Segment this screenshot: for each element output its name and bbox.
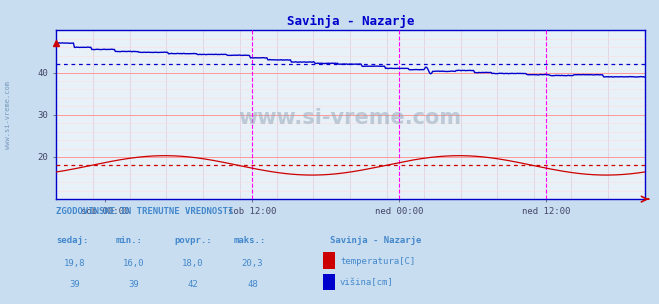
- Text: povpr.:: povpr.:: [175, 236, 212, 245]
- Text: 16,0: 16,0: [123, 259, 144, 268]
- Text: Savinja - Nazarje: Savinja - Nazarje: [330, 236, 421, 245]
- Text: 19,8: 19,8: [64, 259, 85, 268]
- Title: Savinja - Nazarje: Savinja - Nazarje: [287, 15, 414, 28]
- Text: sedaj:: sedaj:: [56, 236, 88, 245]
- Text: 39: 39: [69, 280, 80, 289]
- Text: temperatura[C]: temperatura[C]: [340, 257, 415, 266]
- Text: 20,3: 20,3: [242, 259, 263, 268]
- Text: 42: 42: [188, 280, 198, 289]
- Text: ZGODOVINSKE IN TRENUTNE VREDNOSTI: ZGODOVINSKE IN TRENUTNE VREDNOSTI: [56, 207, 233, 216]
- Text: maks.:: maks.:: [234, 236, 266, 245]
- Text: www.si-vreme.com: www.si-vreme.com: [5, 81, 11, 149]
- Text: 39: 39: [129, 280, 139, 289]
- Text: www.si-vreme.com: www.si-vreme.com: [239, 108, 462, 128]
- Text: 48: 48: [247, 280, 258, 289]
- Text: min.:: min.:: [115, 236, 142, 245]
- Text: 18,0: 18,0: [183, 259, 204, 268]
- Text: višina[cm]: višina[cm]: [340, 278, 394, 287]
